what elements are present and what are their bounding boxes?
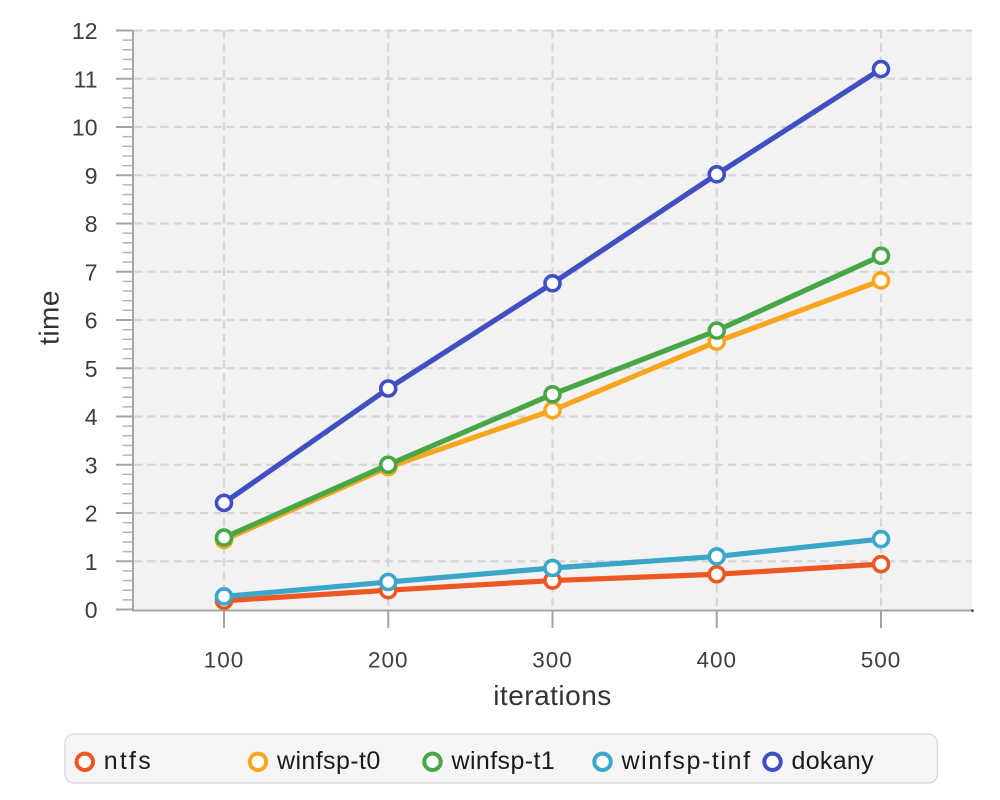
svg-text:time: time xyxy=(34,290,65,345)
svg-text:1: 1 xyxy=(85,549,98,575)
svg-text:iterations: iterations xyxy=(493,680,612,711)
svg-text:2: 2 xyxy=(85,501,98,527)
svg-text:12: 12 xyxy=(72,18,98,44)
svg-text:9: 9 xyxy=(85,163,98,189)
svg-text:winfsp-t1: winfsp-t1 xyxy=(451,747,556,775)
svg-text:11: 11 xyxy=(74,66,98,92)
svg-text:4: 4 xyxy=(85,404,98,430)
svg-text:100: 100 xyxy=(204,648,245,673)
svg-text:dokany: dokany xyxy=(792,747,875,775)
svg-text:200: 200 xyxy=(368,648,409,673)
svg-text:winfsp-t0: winfsp-t0 xyxy=(276,747,381,775)
svg-text:6: 6 xyxy=(85,308,98,334)
svg-text:8: 8 xyxy=(85,211,98,237)
svg-text:winfsp-tinf: winfsp-tinf xyxy=(621,747,752,775)
svg-text:300: 300 xyxy=(532,648,573,673)
svg-text:7: 7 xyxy=(85,259,98,285)
svg-text:ntfs: ntfs xyxy=(104,747,153,775)
svg-text:500: 500 xyxy=(861,648,902,673)
svg-text:400: 400 xyxy=(696,648,737,673)
svg-text:0: 0 xyxy=(85,597,98,623)
svg-text:5: 5 xyxy=(85,356,98,382)
svg-text:3: 3 xyxy=(85,452,98,478)
svg-text:10: 10 xyxy=(72,115,98,141)
